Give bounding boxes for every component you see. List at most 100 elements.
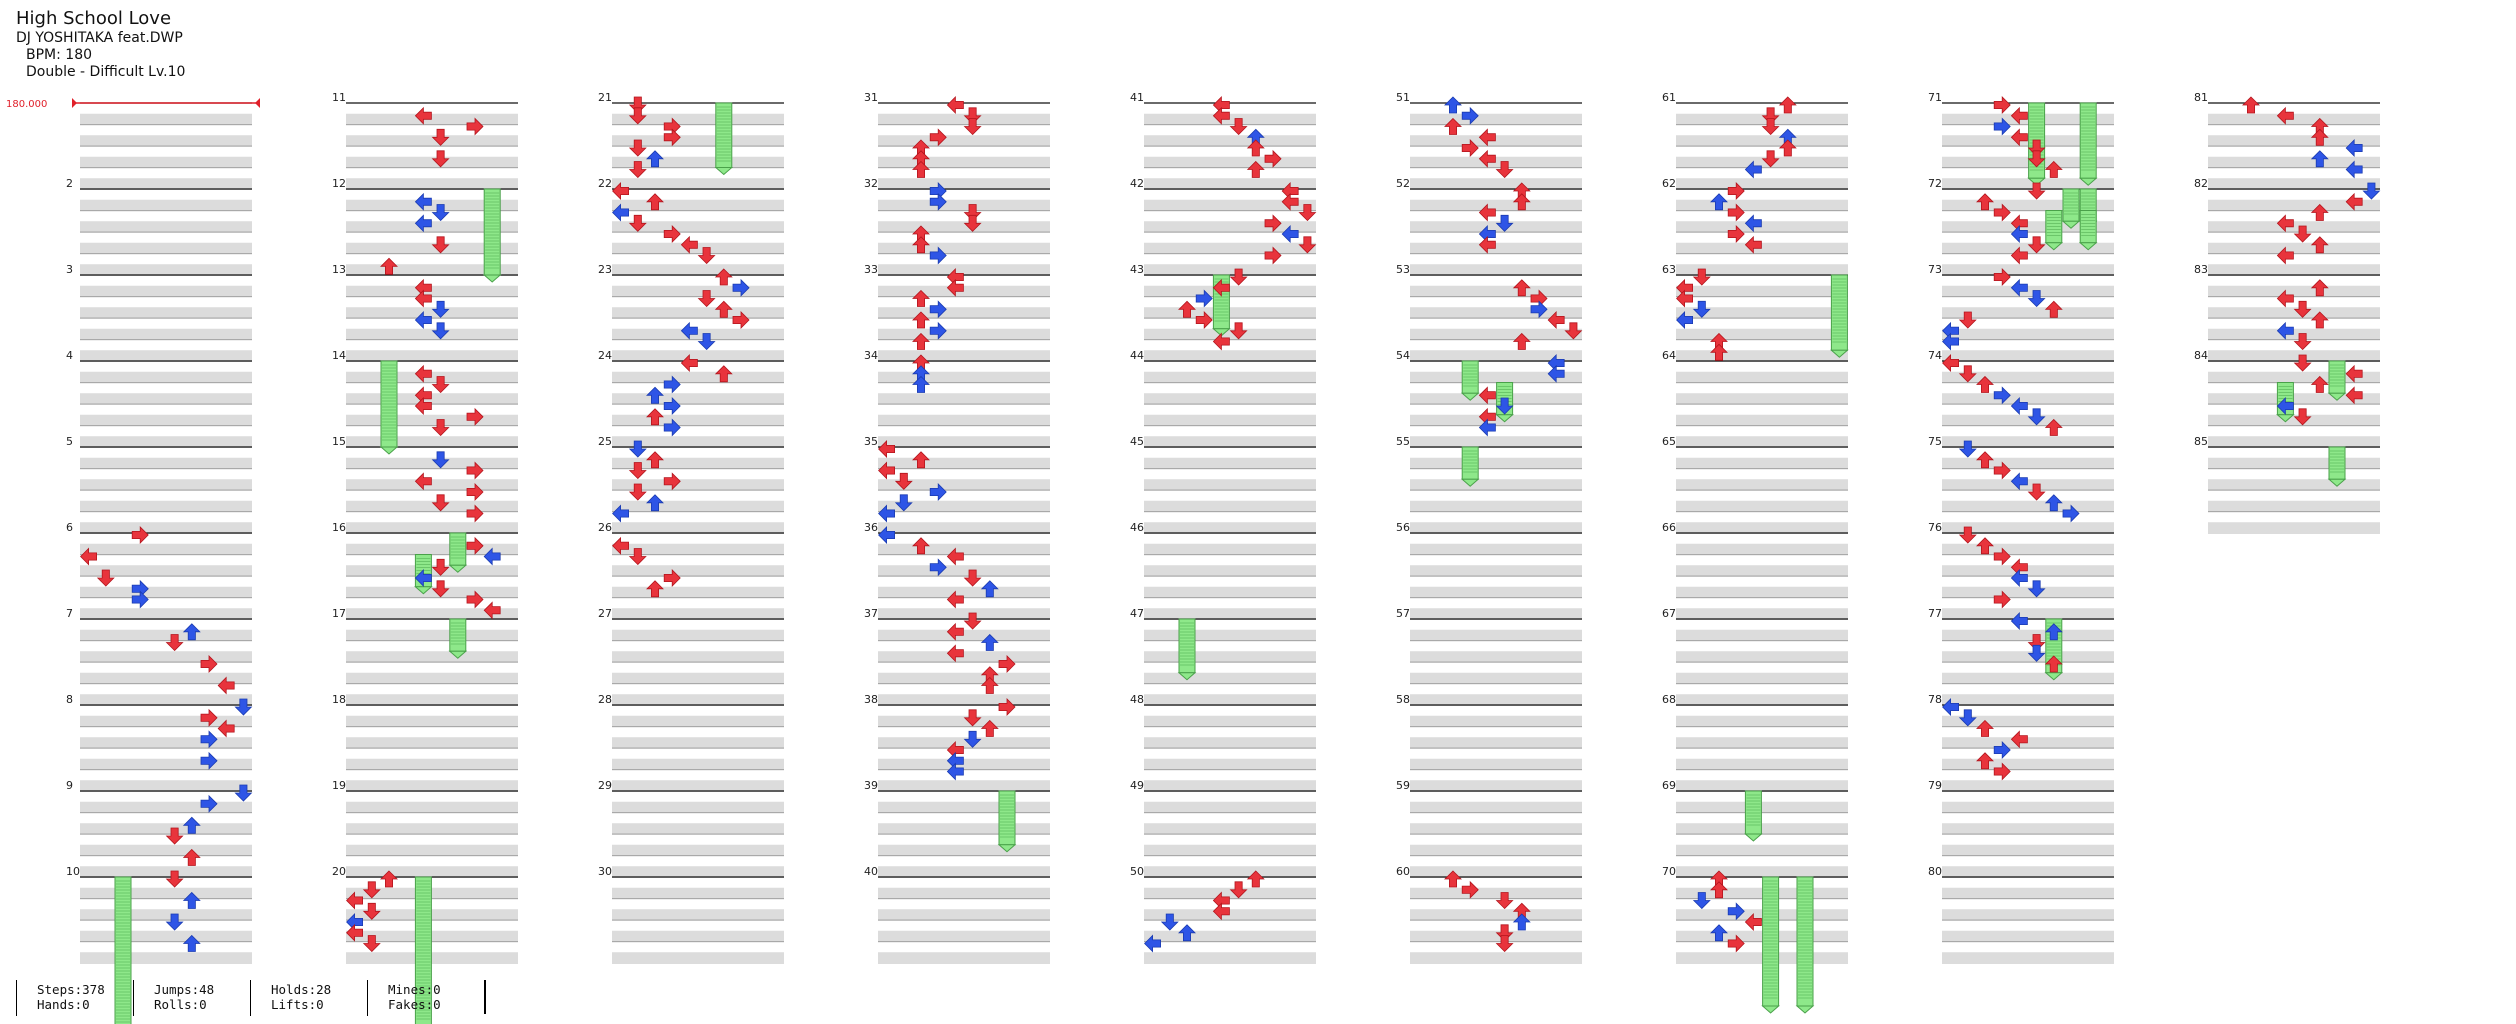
hold-tail [1460, 478, 1480, 487]
beat-band [1676, 651, 1848, 663]
step-arrow-down-icon [2027, 408, 2046, 426]
step-arrow-down-icon [1495, 397, 1514, 415]
hold-body [1178, 618, 1196, 674]
beat-band [80, 672, 252, 685]
measure-number: 39 [864, 779, 878, 792]
step-arrow-down-icon [1229, 322, 1248, 340]
step-arrow-right-icon [1727, 225, 1745, 243]
beat-band [878, 887, 1050, 900]
step-arrow-up-icon [714, 268, 733, 286]
beat-band [878, 952, 1050, 964]
measure-number: 71 [1928, 91, 1942, 104]
measure-number: 64 [1662, 349, 1676, 362]
beat-band [2208, 199, 2380, 212]
beat-band [1942, 307, 2114, 319]
hold-tail [2044, 672, 2064, 681]
beat-band [1144, 887, 1316, 900]
beat-band [1676, 758, 1848, 771]
step-arrow-up-icon [380, 257, 398, 275]
step-arrow-right-icon [1461, 880, 1479, 899]
beat-band [346, 500, 518, 513]
beat-band [1144, 156, 1316, 169]
beat-band [1942, 479, 2114, 491]
measure-number: 36 [864, 521, 878, 534]
measure-number: 74 [1928, 349, 1942, 362]
beat-band [1942, 436, 2114, 448]
beat-band [2208, 135, 2380, 147]
step-arrow-up-icon [1778, 139, 1797, 157]
beat-band [1144, 285, 1316, 298]
step-arrow-right-icon [663, 472, 681, 491]
beat-band [878, 479, 1050, 491]
step-arrow-left-icon [2276, 246, 2294, 265]
step-arrow-right-icon [732, 311, 750, 329]
beat-band [612, 823, 784, 835]
beat-band [2208, 522, 2380, 534]
measure-number: 24 [598, 349, 612, 362]
beat-band [878, 178, 1050, 190]
beat-band [346, 629, 518, 642]
beat-band [1144, 565, 1316, 577]
beat-band [346, 178, 518, 190]
hold-tail [2061, 220, 2081, 229]
beat-band [346, 522, 518, 534]
step-arrow-down-icon [1495, 935, 1514, 953]
measure-number: 67 [1662, 607, 1676, 620]
step-arrow-left-icon [414, 106, 432, 125]
step-arrow-down-icon [431, 300, 450, 318]
beat-band [612, 629, 784, 642]
beat-band [612, 952, 784, 964]
step-arrow-right-icon [663, 397, 681, 415]
step-arrow-up-icon [1710, 193, 1728, 211]
step-arrow-left-icon [946, 547, 964, 566]
step-arrow-left-icon [2010, 472, 2028, 491]
step-arrow-left-icon [612, 504, 629, 523]
beat-band [878, 242, 1050, 255]
beat-band [878, 436, 1050, 448]
hold-tail [1212, 328, 1231, 337]
beat-band [1144, 844, 1316, 857]
measure-number: 9 [66, 779, 73, 792]
stat-lifts: Lifts:0 [271, 997, 324, 1012]
measure-number: 10 [66, 865, 80, 878]
difficulty-label: Double - Difficult Lv.10 [26, 64, 186, 80]
beat-band [346, 758, 518, 771]
beat-band [878, 457, 1050, 470]
measure-number: 72 [1928, 177, 1942, 190]
step-arrow-up-icon [2310, 375, 2329, 393]
beat-band [80, 651, 252, 663]
step-arrow-up-icon [980, 580, 999, 598]
hold-tail [1460, 392, 1480, 401]
step-arrow-down-icon [628, 161, 647, 179]
beat-band [1144, 737, 1316, 749]
beat-band [1410, 178, 1582, 190]
beat-band [1144, 178, 1316, 190]
step-arrow-up-icon [714, 300, 733, 318]
beat-band [1410, 328, 1582, 341]
step-arrow-up-icon [980, 633, 999, 651]
step-arrow-left-icon [2010, 397, 2028, 415]
beat-band [1942, 199, 2114, 212]
beat-band [80, 264, 252, 276]
measure-number: 58 [1396, 693, 1410, 706]
beat-band [346, 737, 518, 749]
beat-band [80, 543, 252, 556]
beat-band [1676, 199, 1848, 212]
beat-band [1144, 479, 1316, 491]
step-arrow-down-icon [431, 236, 450, 254]
hold-body [1762, 876, 1780, 1007]
step-arrow-right-icon [1993, 590, 2011, 609]
step-arrow-down-icon [628, 107, 647, 125]
beat-band [1410, 113, 1582, 126]
measure-number: 11 [332, 91, 346, 104]
step-arrow-up-icon [2310, 203, 2329, 221]
beat-band [1144, 135, 1316, 147]
step-arrow-left-icon [2276, 397, 2294, 415]
step-arrow-up-icon [182, 891, 201, 909]
step-arrow-left-icon [346, 923, 363, 942]
step-arrow-up-icon [1976, 193, 1994, 211]
step-arrow-up-icon [2310, 128, 2329, 146]
step-arrow-left-icon [2010, 730, 2028, 749]
beat-band [1144, 672, 1316, 685]
beat-band [80, 500, 252, 513]
